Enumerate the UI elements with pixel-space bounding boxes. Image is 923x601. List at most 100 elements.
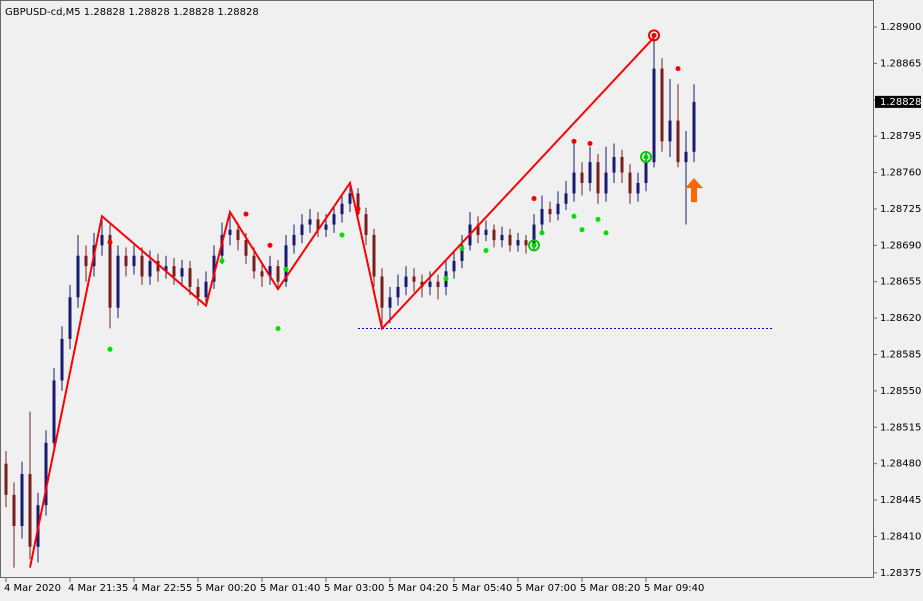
candle-body	[340, 203, 344, 215]
candle-body	[660, 68, 664, 142]
buy-dots	[219, 258, 225, 264]
buy-dots	[339, 232, 345, 238]
candle-body	[692, 101, 696, 152]
x-tick-label: 5 Mar 03:00	[324, 583, 384, 594]
candle-body	[356, 193, 360, 215]
candle-body	[324, 224, 328, 230]
candle-body	[148, 260, 152, 277]
candle-body	[172, 266, 176, 277]
y-tick-label: 1.28375	[880, 568, 921, 579]
y-tick-label: 1.28445	[880, 495, 921, 506]
sell-dots	[571, 138, 577, 144]
candle-body	[308, 219, 312, 225]
candle-body	[492, 229, 496, 241]
candle-body	[228, 229, 232, 235]
candle-body	[484, 229, 488, 235]
y-tick-label: 1.28620	[880, 313, 921, 324]
candle-body	[428, 281, 432, 287]
y-tick-label: 1.28515	[880, 422, 921, 433]
candle-body	[212, 255, 216, 282]
signal-ring-dot	[531, 242, 537, 248]
candle-body	[52, 380, 56, 443]
candle-body	[100, 234, 104, 246]
candle-body	[628, 172, 632, 194]
candle-body	[44, 442, 48, 506]
sell-dots	[267, 242, 273, 248]
x-tick-label: 4 Mar 2020	[4, 583, 61, 594]
x-tick-label: 5 Mar 09:40	[644, 583, 704, 594]
buy-dots	[443, 276, 449, 282]
buy-dots	[275, 326, 281, 332]
candle-body	[244, 240, 248, 256]
candle-body	[124, 255, 128, 267]
candle-body	[20, 474, 24, 527]
signal-ring-dot	[643, 154, 649, 160]
candle-body	[252, 255, 256, 272]
candle-body	[460, 245, 464, 261]
candle-body	[108, 234, 112, 308]
candle-body	[284, 245, 288, 282]
candle-body	[636, 182, 640, 194]
candle-body	[68, 297, 72, 339]
buy-dots	[107, 346, 113, 352]
candle-body	[60, 338, 64, 381]
candle-body	[620, 156, 624, 173]
candle-body	[28, 474, 32, 547]
candle-body	[236, 229, 240, 241]
candle-body	[452, 260, 456, 272]
candle-body	[76, 255, 80, 298]
current-price-box	[875, 95, 921, 108]
candle-body	[540, 208, 544, 225]
candle-body	[500, 234, 504, 241]
buy-dots	[571, 213, 577, 219]
candle-body	[612, 156, 616, 173]
buy-dots	[579, 227, 585, 233]
candle-body	[12, 494, 16, 527]
sell-dots	[675, 66, 681, 72]
y-tick-label: 1.28410	[880, 531, 921, 542]
candle-body	[588, 162, 592, 183]
x-tick-label: 5 Mar 04:20	[388, 583, 448, 594]
candle-body	[396, 286, 400, 298]
sell-dots	[355, 206, 361, 212]
y-tick-label: 1.28585	[880, 349, 921, 360]
y-tick-label: 1.28900	[880, 22, 921, 33]
candle-body	[668, 120, 672, 142]
candle-body	[84, 255, 88, 267]
y-tick-label: 1.28655	[880, 277, 921, 288]
candle-body	[548, 208, 552, 215]
candle-body	[180, 268, 184, 277]
signal-ring	[528, 239, 540, 252]
y-tick-label: 1.28725	[880, 204, 921, 215]
candle-body	[508, 234, 512, 246]
x-tick-label: 5 Mar 05:40	[452, 583, 512, 594]
candle-body	[300, 224, 304, 235]
y-tick-label: 1.28760	[880, 168, 921, 179]
zigzag-line	[29, 36, 655, 568]
y-tick-label: 1.28865	[880, 58, 921, 69]
candle-body	[364, 214, 368, 235]
candle-body	[140, 255, 144, 277]
signal-ring	[648, 29, 660, 42]
candle-body	[604, 172, 608, 194]
candle-body	[532, 224, 536, 246]
y-tick-label: 1.28480	[880, 459, 921, 470]
y-tick-label: 1.28795	[880, 131, 921, 142]
candle-body	[380, 276, 384, 308]
candle-body	[676, 120, 680, 163]
candle-body	[316, 219, 320, 230]
x-tick-label: 5 Mar 01:40	[260, 583, 320, 594]
candle-body	[4, 463, 8, 495]
candle-body	[684, 151, 688, 163]
candle-body	[644, 162, 648, 183]
candle-body	[332, 214, 336, 225]
candle-body	[572, 172, 576, 194]
buy-dots	[595, 216, 601, 222]
candle-body	[132, 255, 136, 267]
buy-dots	[603, 230, 609, 236]
buy-dots	[539, 230, 545, 236]
plot-frame	[0, 0, 874, 578]
candle-body	[116, 255, 120, 308]
